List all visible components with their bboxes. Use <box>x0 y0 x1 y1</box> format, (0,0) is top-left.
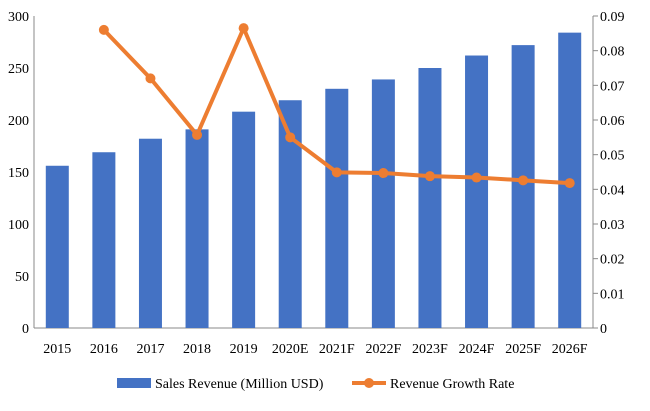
bar-2016 <box>92 152 116 328</box>
x-tick-label: 2020E <box>272 342 309 357</box>
legend-marker-growth <box>364 378 374 388</box>
x-tick-label: 2024F <box>459 342 495 357</box>
bar-2021F <box>325 88 349 328</box>
bar-2025F <box>511 45 535 329</box>
growth-point-2023F <box>424 171 435 182</box>
bar-2023F <box>418 68 442 328</box>
right-tick-label: 0 <box>600 322 607 337</box>
x-tick-label: 2026F <box>552 342 588 357</box>
right-tick-label: 0.01 <box>600 287 625 302</box>
left-tick-label: 150 <box>8 166 29 181</box>
growth-point-2021F <box>331 167 342 178</box>
growth-point-2025F <box>518 175 529 186</box>
left-tick-label: 0 <box>22 322 29 337</box>
legend-swatch-sales <box>117 378 151 388</box>
x-tick-label: 2022F <box>365 342 401 357</box>
left-tick-label: 250 <box>8 62 29 77</box>
right-tick-label: 0.04 <box>600 183 625 198</box>
legend-label-growth: Revenue Growth Rate <box>390 377 514 392</box>
x-tick-label: 2015 <box>43 342 71 357</box>
x-tick-label: 2025F <box>505 342 541 357</box>
bar-2024F <box>465 55 489 329</box>
x-tick-label: 2017 <box>136 342 164 357</box>
x-tick-label: 2016 <box>90 342 118 357</box>
growth-point-2017 <box>145 73 156 84</box>
growth-point-2026F <box>564 178 575 189</box>
growth-point-2020E <box>285 132 296 143</box>
right-tick-label: 0.05 <box>600 149 625 164</box>
growth-point-2022F <box>378 168 389 179</box>
bar-2020E <box>278 100 302 329</box>
bar-2015 <box>45 165 69 328</box>
bar-2022F <box>371 79 395 328</box>
x-tick-label: 2019 <box>230 342 258 357</box>
growth-point-2016 <box>98 24 109 35</box>
growth-point-2024F <box>471 172 482 183</box>
bar-2019 <box>232 111 256 329</box>
right-tick-label: 0.06 <box>600 114 625 129</box>
left-tick-label: 100 <box>8 218 29 233</box>
bar-2018 <box>185 129 209 328</box>
legend-label-sales: Sales Revenue (Million USD) <box>155 377 324 392</box>
left-tick-label: 50 <box>15 270 29 285</box>
x-tick-label: 2021F <box>319 342 355 357</box>
x-tick-label: 2018 <box>183 342 211 357</box>
x-tick-label: 2023F <box>412 342 448 357</box>
left-tick-label: 200 <box>8 114 29 129</box>
right-tick-label: 0.09 <box>600 10 625 25</box>
growth-point-2019 <box>238 23 249 34</box>
right-tick-label: 0.08 <box>600 45 625 60</box>
bar-2017 <box>138 138 162 328</box>
growth-point-2018 <box>192 129 203 140</box>
right-tick-label: 0.02 <box>600 253 625 268</box>
right-tick-label: 0.07 <box>600 79 625 94</box>
right-tick-label: 0.03 <box>600 218 625 233</box>
left-tick-label: 300 <box>8 10 29 25</box>
